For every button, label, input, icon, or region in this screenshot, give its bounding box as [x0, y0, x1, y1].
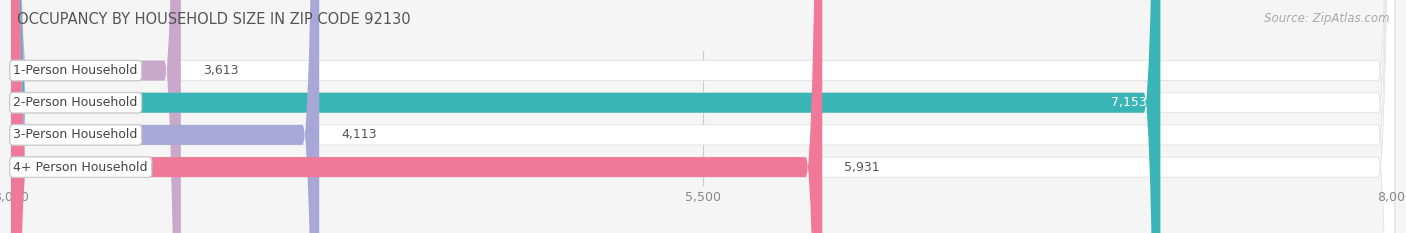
Text: 2-Person Household: 2-Person Household: [14, 96, 138, 109]
Text: 4,113: 4,113: [342, 128, 377, 141]
Text: 5,931: 5,931: [845, 161, 880, 174]
Text: 3-Person Household: 3-Person Household: [14, 128, 138, 141]
FancyBboxPatch shape: [11, 0, 1395, 233]
Text: 3,613: 3,613: [202, 64, 239, 77]
FancyBboxPatch shape: [11, 0, 1160, 233]
FancyBboxPatch shape: [11, 0, 319, 233]
FancyBboxPatch shape: [11, 0, 1395, 233]
Text: 4+ Person Household: 4+ Person Household: [14, 161, 148, 174]
Text: 1-Person Household: 1-Person Household: [14, 64, 138, 77]
FancyBboxPatch shape: [11, 0, 181, 233]
FancyBboxPatch shape: [11, 0, 1395, 233]
FancyBboxPatch shape: [11, 0, 823, 233]
Text: Source: ZipAtlas.com: Source: ZipAtlas.com: [1264, 12, 1389, 25]
FancyBboxPatch shape: [11, 0, 1395, 233]
Text: OCCUPANCY BY HOUSEHOLD SIZE IN ZIP CODE 92130: OCCUPANCY BY HOUSEHOLD SIZE IN ZIP CODE …: [17, 12, 411, 27]
Text: 7,153: 7,153: [1111, 96, 1146, 109]
